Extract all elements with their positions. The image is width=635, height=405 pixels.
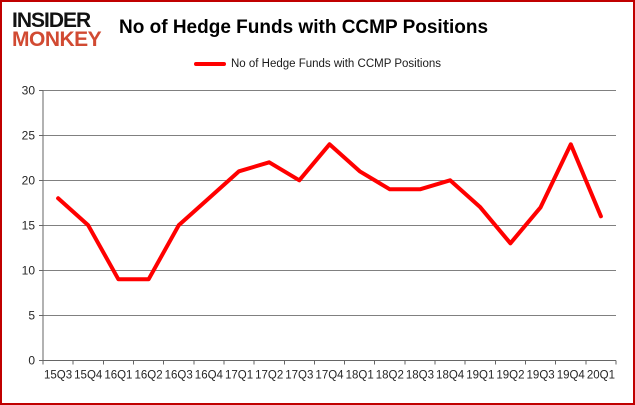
x-axis-tick-label: 18Q2 [376,369,404,381]
y-axis-tick-label: 0 [28,353,35,367]
x-axis-tick-label: 16Q1 [104,369,132,381]
logo-word-monkey: MONKEY [12,28,102,52]
y-axis-tick-label: 5 [28,308,35,322]
y-axis-tick-label: 30 [22,83,36,97]
x-axis-tick-label: 19Q1 [466,369,494,381]
x-axis-tick-label: 18Q3 [406,369,434,381]
x-axis-tick-label: 17Q3 [285,369,313,381]
x-axis-tick-label: 17Q2 [255,369,283,381]
legend-line-swatch [193,62,226,66]
x-axis-tick-label: 18Q1 [346,369,374,381]
x-axis-tick-label: 15Q3 [44,369,72,381]
x-axis-tick-label: 16Q4 [195,369,224,381]
x-axis-tick-label: 19Q4 [557,369,586,381]
insider-monkey-logo: INSIDER MONKEY [12,9,118,52]
x-axis-tick-label: 17Q1 [225,369,253,381]
x-axis-tick-label: 19Q3 [527,369,555,381]
x-axis-tick-label: 16Q2 [134,369,162,381]
x-axis-tick-label: 18Q4 [436,369,465,381]
chart-legend: No of Hedge Funds with CCMP Positions [2,56,633,72]
y-axis-tick-label: 10 [22,263,36,277]
x-axis-tick-label: 19Q2 [496,369,524,381]
logo-word-insider: INSIDER [12,9,91,32]
y-axis-tick-label: 20 [22,173,36,187]
x-axis-tick-label: 15Q4 [74,369,103,381]
y-axis-tick-label: 25 [22,128,36,142]
chart-title: No of Hedge Funds with CCMP Positions [119,17,489,38]
legend-label: No of Hedge Funds with CCMP Positions [230,58,442,70]
x-axis-tick-label: 20Q1 [587,369,615,381]
x-axis-tick-label: 17Q4 [315,369,344,381]
series-line [56,142,603,282]
x-axis-tick-label: 16Q3 [165,369,193,381]
chart-header: INSIDER MONKEY No of Hedge Funds with CC… [2,2,633,56]
y-axis-tick-label: 15 [22,218,36,232]
